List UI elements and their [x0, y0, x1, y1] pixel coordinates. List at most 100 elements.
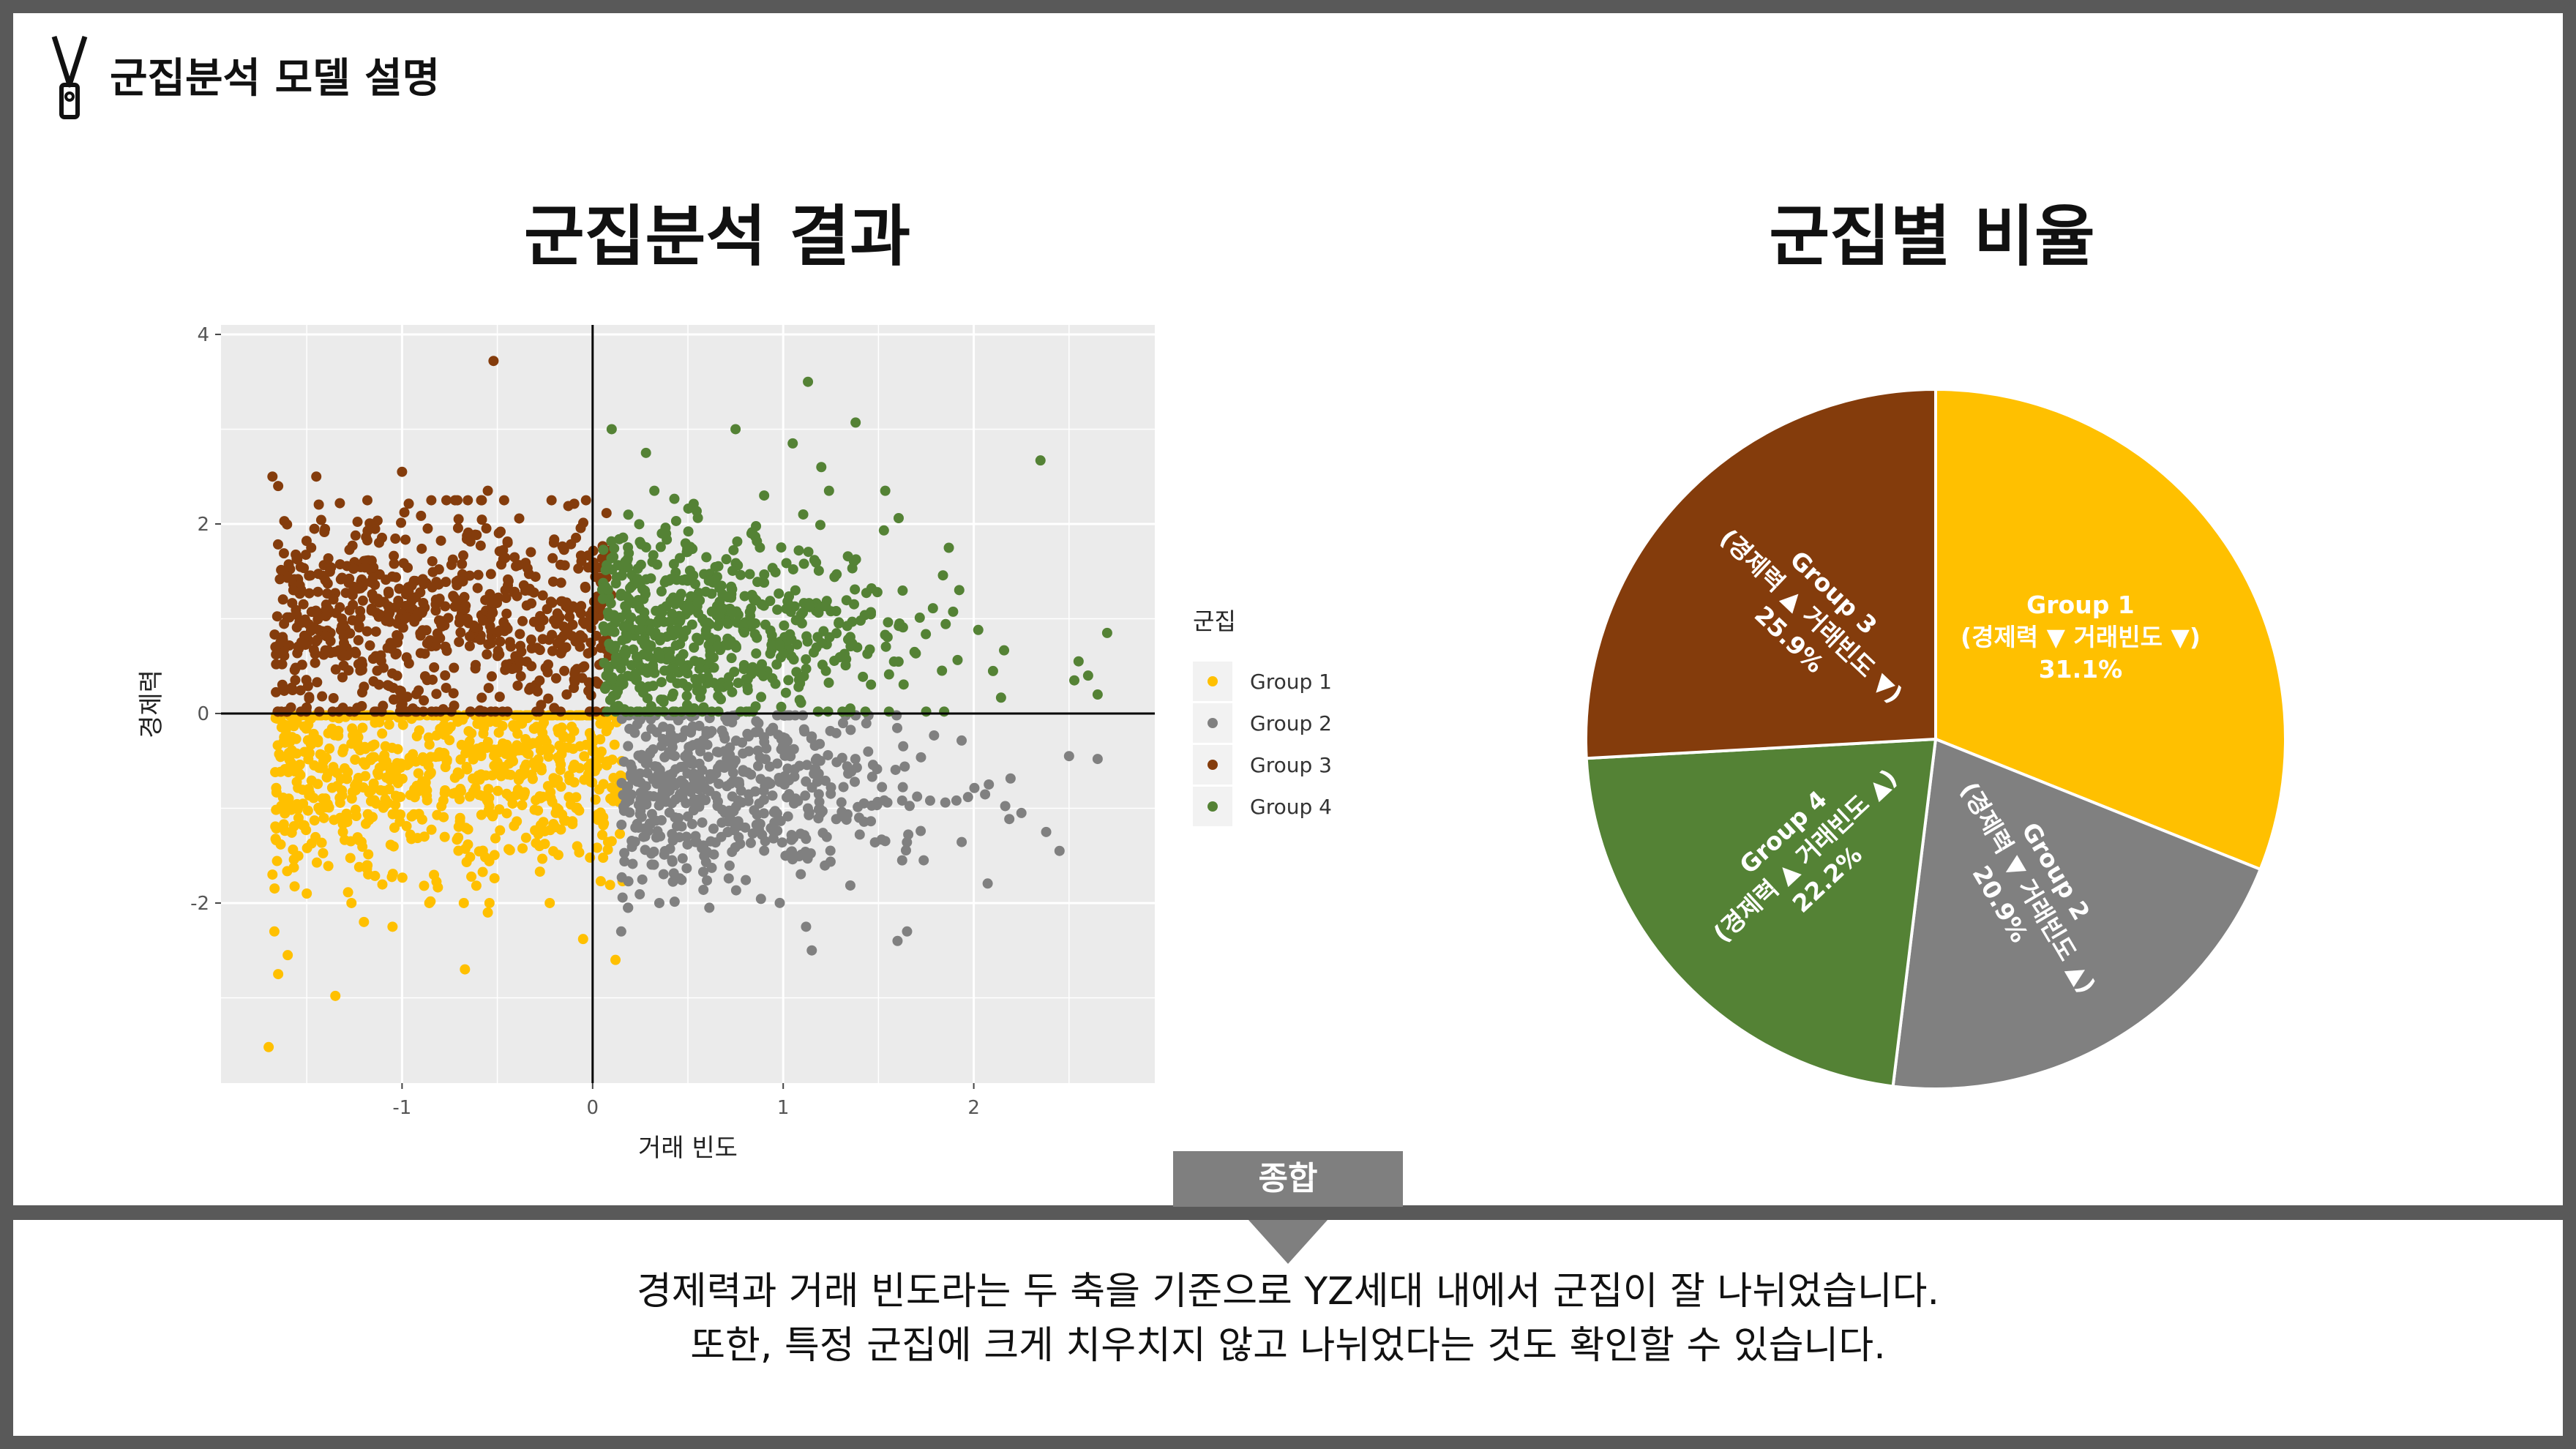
scatter-point: [785, 847, 796, 858]
scatter-point: [718, 729, 729, 740]
scatter-point: [535, 745, 546, 756]
scatter-point: [475, 540, 486, 551]
scatter-point: [557, 596, 568, 607]
scatter-point: [326, 782, 337, 793]
scatter-point: [485, 569, 496, 580]
scatter-point: [838, 782, 849, 793]
scatter-point: [667, 855, 678, 866]
scatter-point: [664, 651, 675, 662]
scatter-point: [883, 706, 894, 717]
scatter-point: [735, 785, 746, 796]
scatter-point: [697, 817, 708, 828]
scatter-point: [338, 632, 349, 643]
scatter-point: [685, 787, 696, 798]
scatter-point: [787, 438, 798, 449]
scatter-point: [686, 819, 697, 830]
scatter-point: [547, 629, 558, 640]
scatter-point: [636, 616, 647, 627]
frame-right: [2563, 0, 2576, 1449]
scatter-point: [995, 692, 1006, 703]
scatter-point: [405, 829, 416, 840]
scatter-point: [537, 590, 548, 601]
scatter-point: [664, 843, 675, 854]
scatter-point: [623, 781, 634, 792]
scatter-point: [477, 615, 488, 626]
scatter-point: [883, 669, 894, 680]
scatter-point: [765, 725, 776, 736]
scatter-point: [823, 677, 834, 688]
scatter-point: [723, 873, 734, 884]
scatter-point: [899, 761, 910, 772]
scatter-chart-title: 군집분석 결과: [523, 198, 911, 275]
scatter-point: [344, 604, 355, 615]
scatter-point: [312, 677, 323, 688]
scatter-point: [746, 665, 757, 676]
scatter-point: [669, 896, 680, 907]
scatter-point: [622, 670, 633, 681]
scatter-point: [279, 732, 290, 743]
scatter-point: [776, 701, 787, 712]
scatter-point: [314, 706, 325, 717]
scatter-point: [321, 631, 332, 642]
scatter-point: [741, 875, 752, 886]
y-tick-label: 2: [197, 514, 209, 536]
scatter-point: [752, 536, 763, 547]
scatter-point: [897, 585, 908, 596]
scatter-point: [638, 649, 649, 660]
scatter-point: [765, 596, 776, 607]
scatter-point: [482, 485, 493, 496]
scatter-point: [484, 801, 495, 812]
scatter-point: [543, 659, 554, 670]
scatter-point: [271, 823, 282, 834]
scatter-point: [462, 613, 473, 624]
scatter-point: [774, 588, 785, 599]
scatter-point: [696, 685, 707, 696]
scatter-point: [712, 640, 723, 651]
scatter-point: [328, 692, 339, 703]
scatter-point: [360, 771, 371, 782]
scatter-point: [396, 706, 407, 717]
scatter-point: [280, 808, 291, 819]
scatter-point: [618, 621, 629, 632]
scatter-point: [543, 693, 554, 704]
scatter-point: [621, 706, 632, 717]
scatter-point: [676, 821, 687, 832]
scatter-point: [305, 625, 316, 636]
scatter-point: [637, 687, 648, 698]
scatter-point: [514, 513, 525, 524]
scatter-point: [388, 682, 399, 693]
scatter-point: [370, 626, 381, 637]
scatter-point: [489, 873, 500, 884]
scatter-point: [422, 638, 433, 649]
scatter-point: [403, 498, 414, 509]
scatter-point: [391, 809, 402, 820]
scatter-point: [539, 825, 550, 836]
scatter-point: [344, 544, 355, 555]
scatter-point: [781, 603, 792, 614]
scatter-point: [306, 838, 317, 849]
scatter-point: [269, 883, 280, 894]
scatter-point: [914, 613, 925, 624]
scatter-point: [263, 1041, 274, 1052]
scatter-point: [897, 782, 908, 793]
scatter-point: [483, 784, 494, 795]
scatter-point: [299, 746, 310, 757]
scatter-point: [867, 760, 878, 771]
scatter-point: [761, 743, 772, 754]
legend: 군집 Group 1 Group 2 Group 3 Group 4: [1193, 607, 1332, 826]
scatter-point: [564, 611, 575, 622]
scatter-point: [435, 706, 446, 717]
scatter-point: [520, 759, 531, 770]
scatter-point: [468, 620, 479, 631]
scatter-point: [594, 784, 604, 795]
scatter-point: [698, 884, 709, 895]
scatter-point: [300, 550, 311, 561]
scatter-point: [489, 760, 500, 771]
scatter-point: [313, 499, 324, 510]
scatter-point: [670, 706, 681, 717]
scatter-point: [801, 663, 812, 674]
scatter-point: [476, 809, 487, 820]
scatter-point: [476, 751, 487, 762]
scatter-point: [360, 744, 371, 755]
scatter-point: [452, 523, 463, 533]
